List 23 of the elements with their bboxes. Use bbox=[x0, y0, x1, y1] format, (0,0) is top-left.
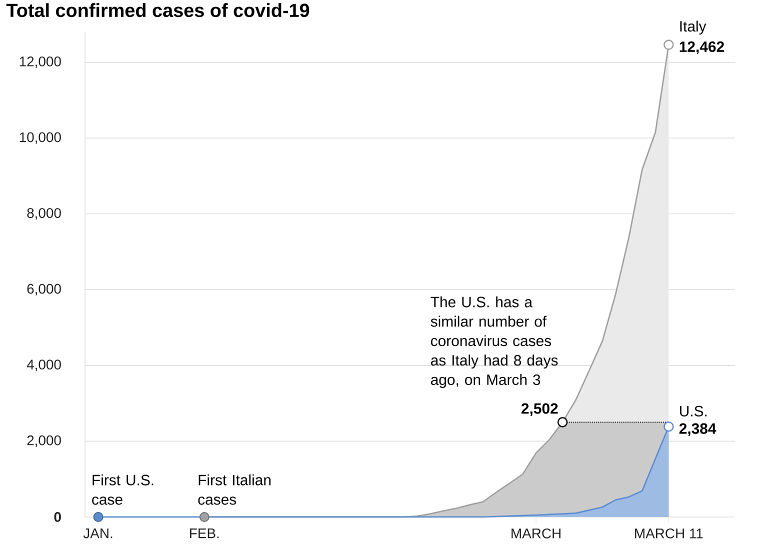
point bbox=[664, 40, 674, 50]
x-tick-label: MARCH bbox=[512, 528, 560, 538]
y-tick-label: 10,000 bbox=[20, 132, 61, 144]
annotation: First U.S. case bbox=[92, 474, 154, 505]
y-tick-label: 4,000 bbox=[26, 360, 61, 372]
point bbox=[199, 512, 210, 522]
y-tick-label: 8,000 bbox=[27, 208, 61, 220]
annotation: The U.S. has a similar number of coronavirus cases as Italy had 8 days ago, on March 3 bbox=[430, 296, 558, 388]
y-tick-label: 2,000 bbox=[27, 435, 61, 447]
x-tick-label: MARCH 11 bbox=[635, 528, 703, 538]
series-label: Italy bbox=[680, 20, 706, 35]
y-tick-label: 0 bbox=[54, 512, 61, 522]
data-label: 2,502 bbox=[521, 403, 558, 416]
y-tick-label: 6,000 bbox=[27, 284, 61, 296]
annotation: First Italian cases bbox=[198, 474, 271, 505]
point bbox=[93, 512, 104, 522]
chart-title: Total confirmed cases of covid-19 bbox=[6, 3, 310, 18]
y-tick-label: 12,000 bbox=[20, 56, 61, 68]
data-label: 2,384 bbox=[679, 423, 716, 436]
x-tick-label: JAN. bbox=[83, 528, 112, 538]
data-label: 12,462 bbox=[680, 41, 724, 54]
series-label: U.S. bbox=[680, 406, 707, 416]
x-tick-label: FEB. bbox=[190, 528, 219, 538]
